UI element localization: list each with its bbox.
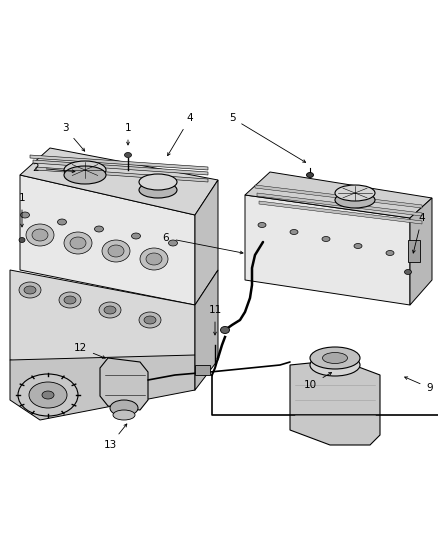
Polygon shape xyxy=(257,193,422,216)
Polygon shape xyxy=(30,155,208,170)
Polygon shape xyxy=(36,167,208,182)
Text: 5: 5 xyxy=(229,113,306,163)
Text: 4: 4 xyxy=(413,213,425,253)
Polygon shape xyxy=(245,195,410,305)
Ellipse shape xyxy=(354,244,362,248)
Ellipse shape xyxy=(64,232,92,254)
Ellipse shape xyxy=(131,233,141,239)
Ellipse shape xyxy=(322,352,347,364)
Polygon shape xyxy=(10,355,195,420)
Ellipse shape xyxy=(29,382,67,408)
Polygon shape xyxy=(195,270,218,390)
Polygon shape xyxy=(33,160,208,175)
Ellipse shape xyxy=(335,192,375,208)
Ellipse shape xyxy=(95,226,103,232)
Ellipse shape xyxy=(386,251,394,255)
Polygon shape xyxy=(255,185,422,208)
Text: 12: 12 xyxy=(74,343,105,358)
Polygon shape xyxy=(20,175,195,305)
Polygon shape xyxy=(100,358,148,410)
Ellipse shape xyxy=(64,161,106,179)
Ellipse shape xyxy=(21,212,29,218)
Ellipse shape xyxy=(405,270,411,274)
Polygon shape xyxy=(20,148,218,215)
Ellipse shape xyxy=(24,286,36,294)
Polygon shape xyxy=(290,360,380,445)
Ellipse shape xyxy=(110,400,138,416)
Ellipse shape xyxy=(144,316,156,324)
Text: 3: 3 xyxy=(62,123,85,151)
Text: 6: 6 xyxy=(162,233,243,254)
Ellipse shape xyxy=(59,292,81,308)
Text: 1: 1 xyxy=(19,193,25,227)
Polygon shape xyxy=(10,270,195,390)
Text: 4: 4 xyxy=(168,113,193,156)
Text: 13: 13 xyxy=(103,424,127,450)
Ellipse shape xyxy=(322,237,330,241)
Ellipse shape xyxy=(99,302,121,318)
Ellipse shape xyxy=(139,312,161,328)
Ellipse shape xyxy=(42,391,54,399)
Polygon shape xyxy=(195,180,218,305)
Ellipse shape xyxy=(26,224,54,246)
Ellipse shape xyxy=(146,253,162,265)
Ellipse shape xyxy=(64,166,106,184)
Text: 2: 2 xyxy=(33,163,75,173)
Ellipse shape xyxy=(139,182,177,198)
Text: 10: 10 xyxy=(304,373,332,390)
Polygon shape xyxy=(259,201,422,224)
Bar xyxy=(195,365,210,375)
Ellipse shape xyxy=(290,230,298,235)
Ellipse shape xyxy=(70,237,86,249)
Ellipse shape xyxy=(64,296,76,304)
Ellipse shape xyxy=(310,354,360,376)
Ellipse shape xyxy=(102,240,130,262)
Ellipse shape xyxy=(104,306,116,314)
Ellipse shape xyxy=(335,185,375,201)
Text: 11: 11 xyxy=(208,305,222,335)
Ellipse shape xyxy=(258,222,266,228)
Text: 9: 9 xyxy=(405,377,433,393)
Text: 7: 7 xyxy=(0,532,1,533)
Ellipse shape xyxy=(18,374,78,416)
Polygon shape xyxy=(410,198,432,305)
Ellipse shape xyxy=(19,282,41,298)
Ellipse shape xyxy=(139,174,177,190)
Ellipse shape xyxy=(220,327,230,334)
Ellipse shape xyxy=(113,410,135,420)
Ellipse shape xyxy=(19,238,25,243)
Text: 1: 1 xyxy=(125,123,131,145)
Ellipse shape xyxy=(169,240,177,246)
Ellipse shape xyxy=(108,245,124,257)
Ellipse shape xyxy=(310,347,360,369)
Bar xyxy=(408,240,420,262)
Ellipse shape xyxy=(57,219,67,225)
Ellipse shape xyxy=(32,229,48,241)
Ellipse shape xyxy=(124,152,131,157)
Text: 8: 8 xyxy=(0,532,1,533)
Ellipse shape xyxy=(307,173,314,177)
Polygon shape xyxy=(245,172,432,218)
Ellipse shape xyxy=(140,248,168,270)
